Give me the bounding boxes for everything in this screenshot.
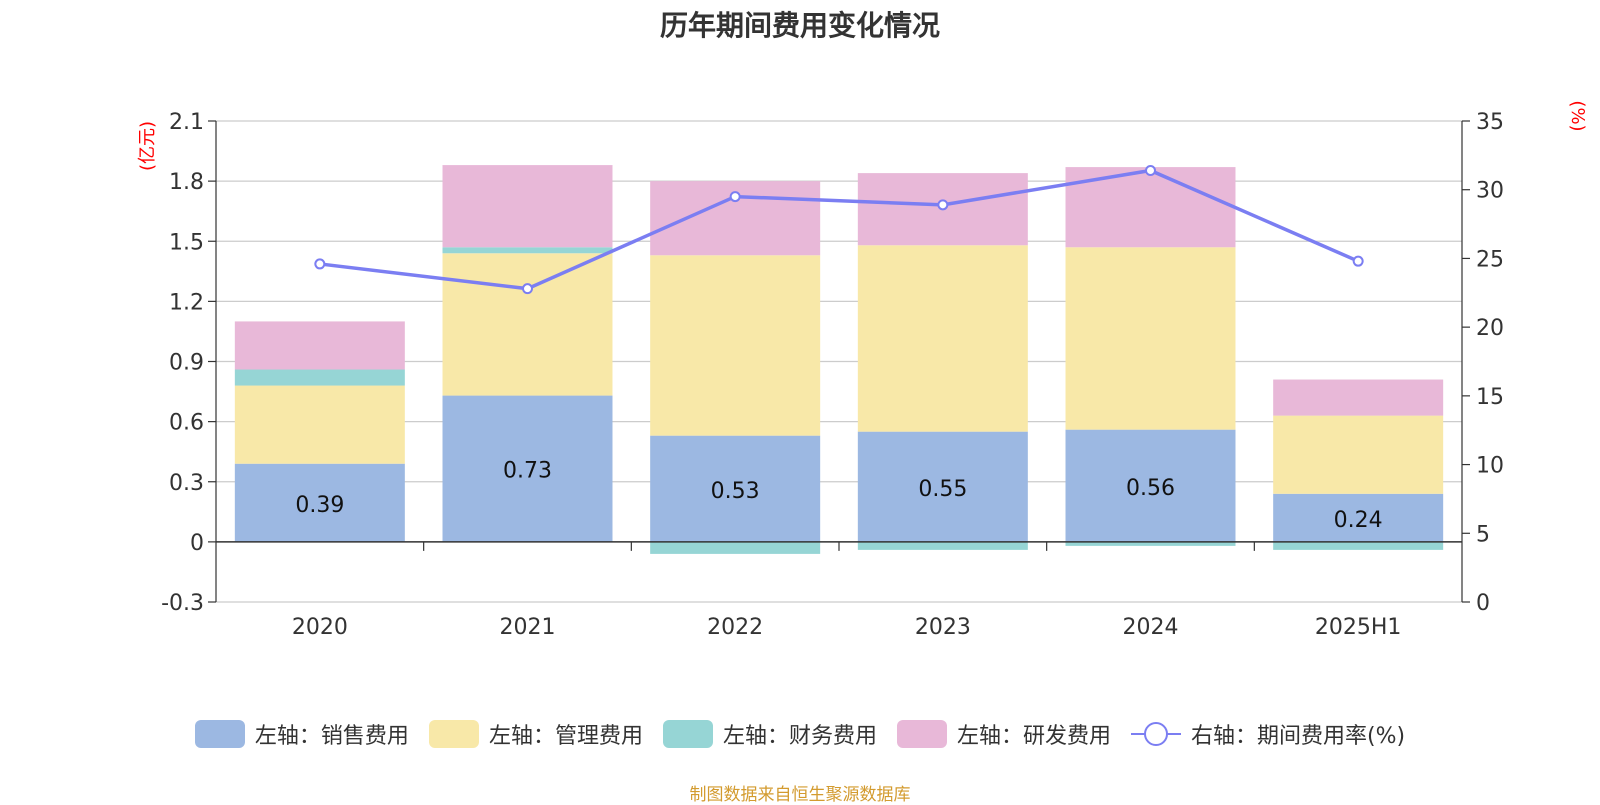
legend-swatch-rd (896, 720, 947, 748)
category-label: 2020 (292, 615, 348, 640)
bar-segment (442, 253, 613, 396)
category-label: 2024 (1123, 615, 1179, 640)
bar-segment (1065, 247, 1236, 430)
bar-segment (442, 395, 613, 542)
bar-segment (857, 541, 1028, 550)
data-labels: 0.39 0.73 0.53 0.55 0.56 0.24 (295, 459, 1382, 533)
left-tick-label: 0.6 (169, 411, 204, 436)
bar-segment (650, 541, 821, 554)
data-label: 0.55 (918, 477, 967, 502)
rate-point (729, 191, 741, 203)
data-label: 0.39 (295, 493, 344, 518)
legend-line-circle-icon (1130, 720, 1181, 748)
left-tick-label: 1.8 (169, 170, 204, 195)
bar-segment (650, 255, 821, 436)
right-tick-label: 30 (1476, 179, 1504, 204)
data-label: 0.56 (1126, 476, 1175, 501)
bar-segment (234, 321, 405, 370)
rate-point (937, 199, 949, 211)
bar-segment (857, 431, 1028, 542)
bar-segment (234, 463, 405, 542)
rate-point (1145, 164, 1156, 176)
legend: 左轴：销售费用 左轴：管理费用 左轴：财务费用 左轴：研发费用 右轴：期间费用率… (0, 718, 1600, 750)
bar-segment (442, 165, 613, 248)
rate-line-layer (314, 164, 1364, 295)
data-label: 0.53 (711, 479, 760, 504)
legend-item-admin[interactable]: 左轴：管理费用 (428, 718, 643, 750)
axes: 2.1 1.8 1.5 1.2 0.9 0.6 0.3 0 -0.3 35 30 25 20 15 10 5 0… (137, 100, 1588, 640)
bar-layer (234, 165, 1444, 554)
right-unit-label: (%) (1567, 100, 1588, 131)
left-tick-label: 1.5 (169, 230, 204, 255)
bar-segment (1065, 429, 1236, 542)
bar-segment (857, 245, 1028, 432)
legend-swatch-finance (662, 720, 713, 748)
left-tick-label: 2.1 (169, 110, 204, 135)
bar-segment (650, 435, 821, 542)
right-tick-label: 10 (1476, 454, 1504, 479)
data-label: 0.24 (1334, 508, 1383, 533)
right-tick-label: 20 (1476, 316, 1504, 341)
left-tick-label: -0.3 (161, 591, 204, 616)
rate-point (522, 283, 533, 295)
chart-plot: 2.1 1.8 1.5 1.2 0.9 0.6 0.3 0 -0.3 35 30 25 20 15 10 5 0… (137, 100, 1588, 640)
bar-segment (442, 247, 613, 254)
left-tick-label: 1.2 (169, 290, 204, 315)
legend-label-sales: 左轴：销售费用 (254, 724, 409, 749)
legend-label-finance: 左轴：财务费用 (722, 724, 877, 749)
legend-label-rd: 左轴：研发费用 (956, 724, 1111, 749)
chart-title: 历年期间费用变化情况 (659, 9, 940, 42)
rate-point (1352, 255, 1364, 267)
category-label: 2021 (500, 615, 556, 640)
right-tick-label: 35 (1476, 110, 1504, 135)
left-tick-label: 0 (190, 531, 204, 556)
legend-item-rate[interactable]: 右轴：期间费用率(%) (1130, 718, 1406, 750)
legend-item-rd[interactable]: 左轴：研发费用 (896, 718, 1111, 750)
bar-segment (1065, 541, 1236, 546)
bar-segment (1273, 541, 1444, 550)
legend-swatch-admin (428, 720, 479, 748)
legend-label-rate: 右轴：期间费用率(%) (1190, 724, 1406, 749)
right-tick-label: 5 (1476, 522, 1490, 547)
bar-segment (1273, 415, 1444, 494)
legend-label-admin: 左轴：管理费用 (488, 724, 643, 749)
rate-point (314, 258, 326, 270)
right-tick-label: 25 (1476, 247, 1504, 272)
bar-segment (1273, 493, 1444, 542)
category-label: 2025H1 (1315, 615, 1402, 640)
rate-line (319, 168, 1359, 291)
data-label: 0.73 (503, 459, 552, 484)
right-tick-label: 15 (1476, 385, 1504, 410)
right-tick-label: 0 (1476, 591, 1490, 616)
left-tick-label: 0.3 (169, 471, 204, 496)
category-label: 2022 (707, 615, 763, 640)
bar-segment (1273, 379, 1444, 416)
legend-swatch-sales (194, 720, 245, 748)
left-unit-label: (亿元) (137, 121, 158, 171)
source-note: 制图数据来自恒生聚源数据库 (689, 785, 911, 805)
left-tick-label: 0.9 (169, 351, 204, 376)
bar-segment (234, 385, 405, 464)
category-label: 2023 (915, 615, 971, 640)
bar-segment (234, 369, 405, 386)
legend-item-sales[interactable]: 左轴：销售费用 (194, 718, 409, 750)
legend-item-finance[interactable]: 左轴：财务费用 (662, 718, 877, 750)
